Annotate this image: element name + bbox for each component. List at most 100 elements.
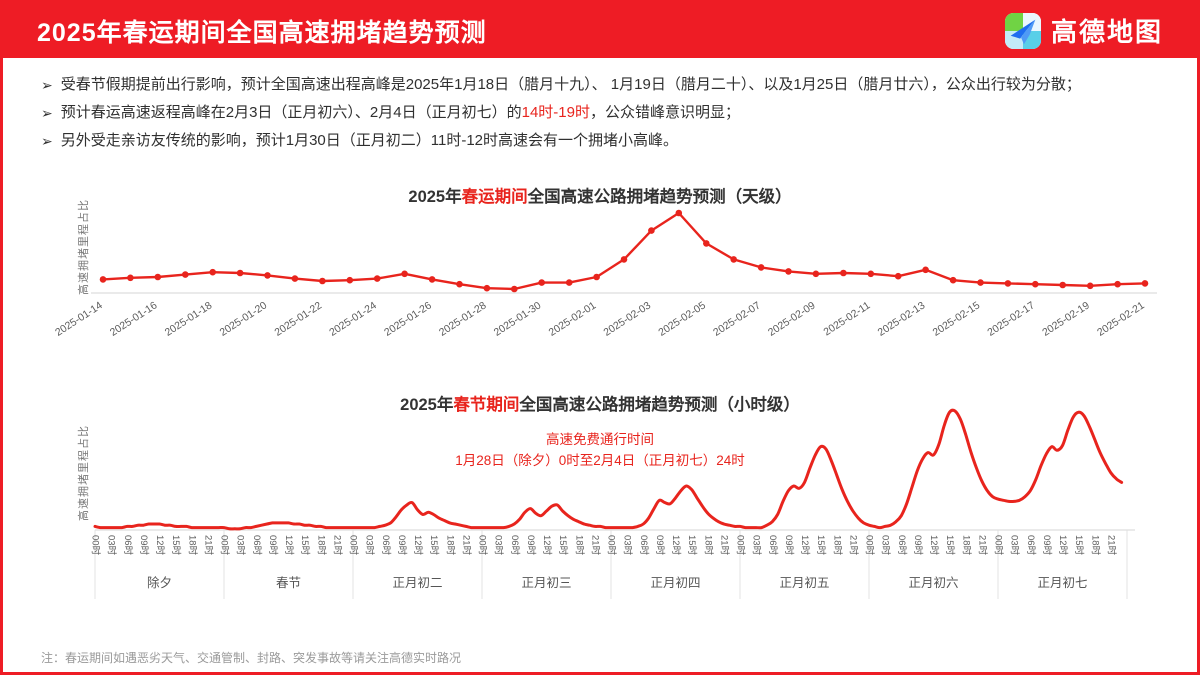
footer-note: 注：春运期间如遇恶劣天气、交通管制、封路、突发事故等请关注高德实时路况 — [41, 651, 462, 665]
data-point — [922, 266, 929, 274]
hour-tick-label: 00时 — [347, 535, 359, 556]
bullet-text: 预计春运高速返程高峰在2月3日（正月初六）、2月4日（正月初七）的14时-19时… — [60, 104, 740, 121]
x-tick-label: 2025-01-20 — [218, 299, 270, 338]
hour-tick-label: 15时 — [944, 535, 956, 556]
hour-tick-label: 03时 — [880, 535, 892, 556]
data-point — [511, 285, 518, 293]
hourly-trend-chart: 00时 03时 06时 09时 12时 15时 18时 21时 00时 03时 06时 09时 12时 1… — [89, 408, 1135, 599]
hour-tick-label: 09时 — [654, 535, 666, 556]
daily-trend-line — [101, 211, 1147, 291]
hour-tick-label: 00时 — [476, 535, 488, 556]
day-label: 正月初三 — [521, 576, 571, 590]
hour-tick-label: 03时 — [622, 535, 634, 556]
hour-tick-label: 09时 — [525, 535, 537, 556]
data-point — [127, 274, 134, 282]
x-tick-label: 2025-02-21 — [1095, 299, 1147, 338]
hour-tick-label: 12时 — [283, 535, 295, 556]
day-separators — [94, 530, 1128, 599]
x-tick-label: 2025-01-16 — [108, 299, 160, 338]
hour-tick-label: 18时 — [186, 535, 198, 556]
hour-tick-label: 12时 — [670, 535, 682, 556]
amap-app-icon — [1004, 12, 1042, 50]
hour-tick-label: 15时 — [428, 535, 440, 556]
data-point — [1059, 281, 1066, 289]
day-label: 正月初七 — [1037, 576, 1087, 590]
daily-chart-title-post: 全国高速公路拥堵趋势预测（天级） — [527, 188, 792, 206]
data-point — [1086, 282, 1094, 290]
data-point-markers — [99, 209, 1149, 293]
daily-chart-title: 2025年春运期间全国高速公路拥堵趋势预测（天级） — [3, 183, 1197, 207]
x-tick-label: 2025-02-09 — [766, 299, 818, 338]
hour-tick-label: 15时 — [170, 535, 182, 556]
x-tick-label: 2025-02-01 — [547, 299, 599, 338]
hour-tick-label: 09时 — [1041, 535, 1053, 556]
hour-tick-label: 03时 — [751, 535, 763, 556]
data-point — [1032, 280, 1039, 288]
day-label: 正月初五 — [779, 576, 829, 590]
hour-tick-label: 00时 — [734, 535, 746, 556]
hour-tick-label: 15时 — [815, 535, 827, 556]
x-tick-label: 2025-02-13 — [876, 299, 928, 338]
hourly-chart-title: 2025年春节期间全国高速公路拥堵趋势预测（小时级） — [3, 391, 1197, 415]
x-tick-label: 2025-02-07 — [711, 299, 763, 338]
hourly-trend-line — [93, 408, 1124, 531]
bullet-text: 另外受走亲访友传统的影响，预计1月30日（正月初二）11时-12时高速会有一个拥… — [60, 132, 679, 149]
data-point — [401, 270, 408, 278]
hour-tick-label: 09时 — [267, 535, 279, 556]
data-point — [894, 272, 902, 280]
hour-tick-label: 03时 — [1009, 535, 1021, 556]
hour-tick-label: 15时 — [299, 535, 311, 556]
x-tick-label: 2025-02-15 — [931, 299, 983, 338]
page-title: 2025年春运期间全国高速拥堵趋势预测 — [37, 18, 487, 47]
hour-tick-label: 18时 — [831, 535, 843, 556]
data-point — [456, 280, 463, 288]
data-point — [949, 276, 957, 284]
data-point — [319, 277, 326, 285]
data-point — [565, 279, 573, 286]
data-point — [428, 276, 436, 283]
daily-chart-title-pre: 2025年 — [408, 188, 462, 206]
hour-tick-label: 12时 — [1057, 535, 1069, 556]
hour-tick-label: 18时 — [573, 535, 585, 556]
hourly-chart-title-highlight: 春节期间 — [453, 396, 520, 414]
data-point — [703, 240, 710, 247]
data-point — [1141, 280, 1149, 287]
hour-tick-label: 06时 — [1025, 535, 1037, 556]
data-point — [236, 269, 244, 277]
bullet-item: ➢ 受春节假期提前出行影响，预计全国高速出程高峰是2025年1月18日（腊月十九）… — [41, 75, 1177, 95]
day-label: 除夕 — [147, 575, 172, 590]
day-labels: 除夕 春节 正月初二 正月初三 正月初四 正月初五 正月初六 正月初七 — [147, 575, 1088, 590]
hour-tick-label: 03时 — [235, 535, 247, 556]
hour-tick-label: 00时 — [89, 535, 101, 556]
hour-tick-label: 21时 — [847, 535, 859, 556]
data-point — [977, 279, 984, 286]
data-point — [99, 276, 107, 283]
hourly-chart-y-axis-label: 高速拥堵里程占比 — [78, 425, 90, 521]
data-point — [675, 209, 683, 217]
data-point — [785, 268, 792, 275]
hour-tick-label: 21时 — [331, 535, 343, 556]
bullet-item: ➢ 另外受走亲访友传统的影响，预计1月30日（正月初二）11时-12时高速会有一个… — [41, 131, 1177, 151]
hour-tick-label: 12时 — [154, 535, 166, 556]
bullet-text: 受春节假期提前出行影响，预计全国高速出程高峰是2025年1月18日（腊月十九）、… — [60, 76, 1081, 93]
hour-tick-label: 03时 — [493, 535, 505, 556]
hour-tick-label: 21时 — [718, 535, 730, 556]
hour-tick-label: 00时 — [218, 535, 230, 556]
day-label: 春节 — [276, 576, 301, 590]
data-point — [264, 272, 271, 279]
header-bar: 2025年春运期间全国高速拥堵趋势预测 高德 — [3, 3, 1197, 58]
data-point — [182, 271, 189, 278]
daily-trend-chart: 2025-01-14 2025-01-16 2025-01-18 2025-01-20… — [53, 209, 1157, 339]
bullet-arrow-icon: ➢ — [41, 77, 53, 93]
toll-free-annotation-line2: 1月28日（除夕）0时至2月4日（正月初七）24时 — [455, 453, 745, 468]
x-tick-label: 2025-02-11 — [822, 299, 873, 338]
hour-tick-label: 06时 — [638, 535, 650, 556]
hour-tick-label: 00时 — [863, 535, 875, 556]
bullet-item: ➢ 预计春运高速返程高峰在2月3日（正月初六）、2月4日（正月初七）的14时-19… — [41, 103, 1177, 123]
brand-name: 高德地图 — [1050, 17, 1163, 47]
hour-tick-label: 15时 — [557, 535, 569, 556]
data-point — [840, 269, 847, 277]
x-tick-label: 2025-01-24 — [327, 299, 379, 338]
hour-tick-label: 21时 — [460, 535, 472, 556]
x-tick-label: 2025-02-03 — [601, 299, 653, 338]
